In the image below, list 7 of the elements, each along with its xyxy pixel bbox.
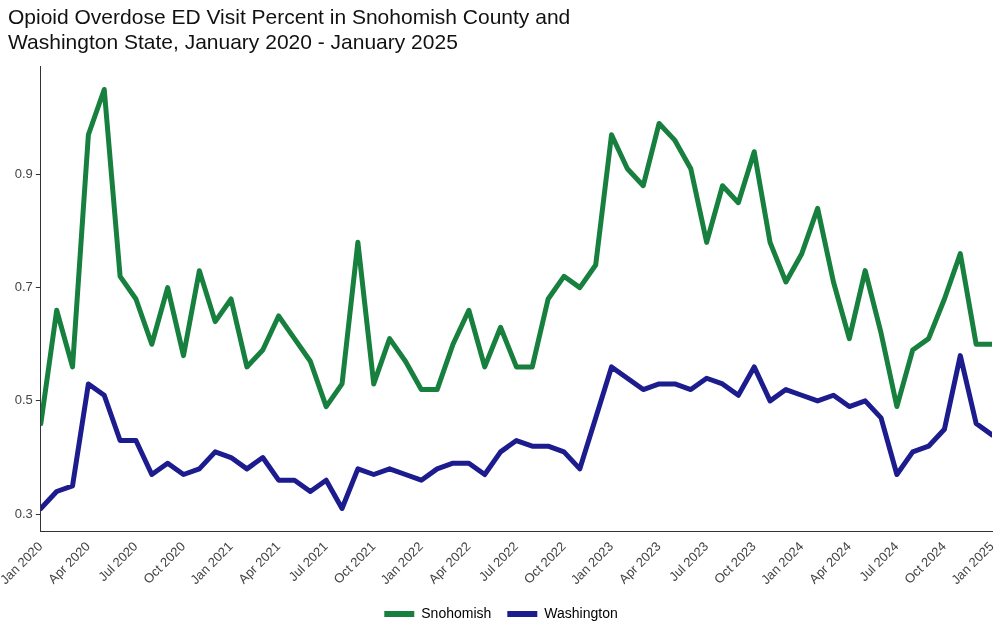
y-tick-label: 0.7 [14, 279, 33, 295]
y-tick-label: 0.5 [14, 392, 33, 408]
y-tick-label: 0.3 [14, 505, 33, 521]
legend-label: Washington [544, 604, 618, 621]
y-tick-label: 0.9 [14, 165, 33, 181]
legend-label: Snohomish [421, 604, 492, 621]
chart-title: Opioid Overdose ED Visit Percent in Snohomish County and Washington State, January 2020 - January 2025 [8, 4, 572, 54]
